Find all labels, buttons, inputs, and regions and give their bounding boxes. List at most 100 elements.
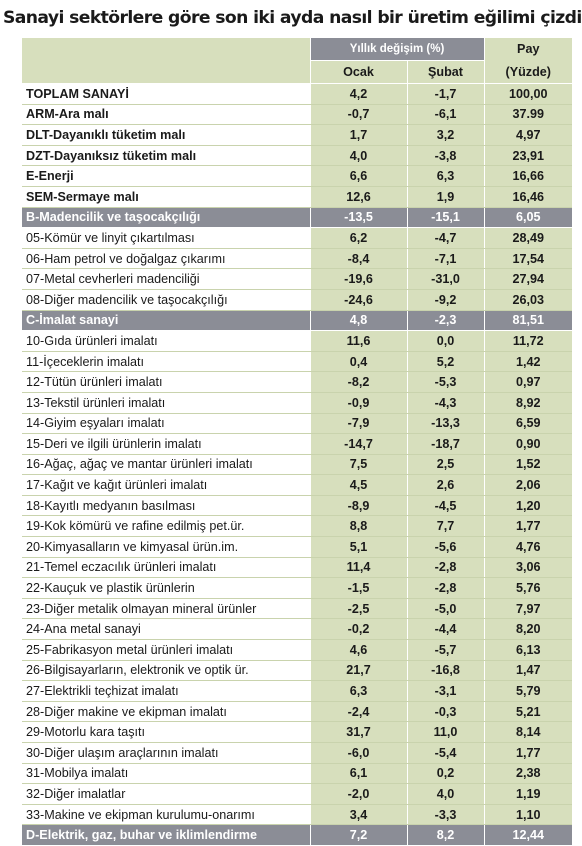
- row-label: E-Enerji: [22, 165, 310, 187]
- row-pay: 2,06: [483, 474, 573, 496]
- row-pay: 7,97: [483, 598, 573, 620]
- header-ocak: Ocak: [309, 60, 407, 84]
- row-subat: -5,3: [406, 371, 485, 393]
- row-subat: -2,8: [406, 577, 485, 599]
- table-row: 23-Diğer metalik olmayan mineral ürünler…: [22, 598, 573, 620]
- row-subat: 2,5: [406, 454, 485, 476]
- row-label: 17-Kağıt ve kağıt ürünleri imalatı: [22, 474, 310, 496]
- row-ocak: -8,2: [309, 371, 407, 393]
- row-label: 14-Giyim eşyaları imalatı: [22, 413, 310, 435]
- row-label: 22-Kauçuk ve plastik ürünlerin: [22, 577, 310, 599]
- row-ocak: 11,4: [309, 557, 407, 579]
- row-pay: 100,00: [483, 83, 573, 105]
- row-ocak: -0,2: [309, 618, 407, 641]
- row-label: 19-Kok kömürü ve rafine edilmiş pet.ür.: [22, 515, 310, 538]
- header-row-1: Yıllık değişim (%) Pay: [22, 38, 573, 61]
- row-label: 08-Diğer madencilik ve taşocakçılığı: [22, 289, 310, 311]
- row-pay: 5,21: [483, 701, 573, 723]
- row-label: C-İmalat sanayi: [22, 310, 310, 332]
- row-label: 27-Elektrikli teçhizat imalatı: [22, 680, 310, 702]
- row-ocak: 6,1: [309, 763, 407, 785]
- row-ocak: 12,6: [309, 186, 407, 208]
- row-subat: -4,4: [406, 618, 485, 641]
- row-pay: 1,42: [483, 351, 573, 373]
- row-label: B-Madencilik ve taşocakçılığı: [22, 207, 310, 229]
- row-subat: -2,8: [406, 557, 485, 579]
- section-row: D-Elektrik, gaz, buhar ve iklimlendirme 7…: [22, 824, 573, 846]
- table-row: E-Enerji 6,6 6,3 16,66: [22, 165, 573, 187]
- table-row: TOPLAM SANAYİ 4,2 -1,7 100,00: [22, 83, 573, 105]
- section-row: C-İmalat sanayi 4,8 -2,3 81,51: [22, 310, 573, 332]
- row-ocak: -2,4: [309, 701, 407, 723]
- row-subat: -9,2: [406, 289, 485, 311]
- row-pay: 8,20: [483, 618, 573, 641]
- table-row: 08-Diğer madencilik ve taşocakçılığı -24,…: [22, 289, 573, 311]
- table-row: DLT-Dayanıklı tüketim malı 1,7 3,2 4,97: [22, 124, 573, 146]
- row-ocak: 6,6: [309, 165, 407, 187]
- table-row: 21-Temel eczacılık ürünleri imalatı 11,4-…: [22, 557, 573, 579]
- row-pay: 37.99: [483, 104, 573, 126]
- header-pay-unit: (Yüzde): [483, 60, 573, 84]
- row-label: 20-Kimyasalların ve kimyasal ürün.im.: [22, 536, 310, 558]
- row-pay: 5,79: [483, 680, 573, 702]
- table-row: 33-Makine ve ekipman kurulumu-onarımı 3,4…: [22, 804, 573, 826]
- row-pay: 1,77: [483, 515, 573, 538]
- row-subat: -3,1: [406, 680, 485, 702]
- row-ocak: 4,8: [309, 310, 407, 332]
- row-label: 13-Tekstil ürünleri imalatı: [22, 392, 310, 414]
- row-pay: 6,05: [483, 207, 573, 229]
- row-ocak: -0,7: [309, 104, 407, 126]
- table-row: 30-Diğer ulaşım araçlarının imalatı -6,0-…: [22, 742, 573, 764]
- row-subat: -2,3: [406, 310, 485, 332]
- row-label: 18-Kayıtlı medyanın basılması: [22, 495, 310, 517]
- row-pay: 8,92: [483, 392, 573, 414]
- table-row: 29-Motorlu kara taşıtı 31,7 11,0 8,14: [22, 721, 573, 743]
- section-row: B-Madencilik ve taşocakçılığı -13,5 -15,1 6…: [22, 207, 573, 229]
- row-subat: -4,5: [406, 495, 485, 517]
- row-pay: 11,72: [483, 330, 573, 352]
- table-row: 20-Kimyasalların ve kimyasal ürün.im. 5,1…: [22, 536, 573, 558]
- table-row: 10-Gıda ürünleri imalatı 11,6 0,0 11,72: [22, 330, 573, 352]
- table-row: 14-Giyim eşyaları imalatı -7,9 -13,3 6,59: [22, 413, 573, 435]
- table-row: 18-Kayıtlı medyanın basılması -8,9 -4,5 1,2…: [22, 495, 573, 517]
- row-subat: 8,2: [406, 824, 485, 846]
- row-subat: 7,7: [406, 515, 485, 538]
- row-pay: 2,38: [483, 763, 573, 785]
- row-label: 31-Mobilya imalatı: [22, 763, 310, 785]
- row-pay: 3,06: [483, 557, 573, 579]
- row-subat: -1,7: [406, 83, 485, 105]
- row-label: 11-İçeceklerin imalatı: [22, 351, 310, 373]
- row-ocak: 4,0: [309, 145, 407, 167]
- row-ocak: 6,2: [309, 227, 407, 249]
- table-body: TOPLAM SANAYİ 4,2 -1,7 100,00 ARM-Ara malı -0…: [22, 83, 573, 846]
- row-ocak: 11,6: [309, 330, 407, 352]
- table-row: 12-Tütün ürünleri imalatı -8,2 -5,3 0,97: [22, 371, 573, 393]
- row-label: 29-Motorlu kara taşıtı: [22, 721, 310, 743]
- row-subat: 2,6: [406, 474, 485, 496]
- table-row: 32-Diğer imalatlar -2,0 4,0 1,19: [22, 783, 573, 805]
- table-row: 13-Tekstil ürünleri imalatı -0,9 -4,3 8,92: [22, 392, 573, 414]
- header-group-yearly-change: Yıllık değişim (%): [309, 38, 485, 61]
- row-label: 10-Gıda ürünleri imalatı: [22, 330, 310, 352]
- table-row: 25-Fabrikasyon metal ürünleri imalatı 4,6…: [22, 639, 573, 661]
- row-label: TOPLAM SANAYİ: [22, 83, 310, 105]
- row-ocak: 7,5: [309, 454, 407, 476]
- row-label: 33-Makine ve ekipman kurulumu-onarımı: [22, 804, 310, 826]
- row-subat: 4,0: [406, 783, 485, 805]
- row-ocak: -24,6: [309, 289, 407, 311]
- row-subat: -7,1: [406, 248, 485, 270]
- row-label: 30-Diğer ulaşım araçlarının imalatı: [22, 742, 310, 764]
- row-subat: -4,3: [406, 392, 485, 414]
- row-ocak: -8,4: [309, 248, 407, 270]
- row-subat: 0,2: [406, 763, 485, 785]
- table-row: 11-İçeceklerin imalatı 0,4 5,2 1,42: [22, 351, 573, 373]
- row-subat: -6,1: [406, 104, 485, 126]
- table-row: 28-Diğer makine ve ekipman imalatı -2,4 -0…: [22, 701, 573, 723]
- row-pay: 1,20: [483, 495, 573, 517]
- row-ocak: -6,0: [309, 742, 407, 764]
- row-pay: 6,13: [483, 639, 573, 661]
- row-pay: 1,77: [483, 742, 573, 764]
- row-pay: 16,46: [483, 186, 573, 208]
- row-pay: 81,51: [483, 310, 573, 332]
- table-row: 16-Ağaç, ağaç ve mantar ürünleri imalatı…: [22, 454, 573, 476]
